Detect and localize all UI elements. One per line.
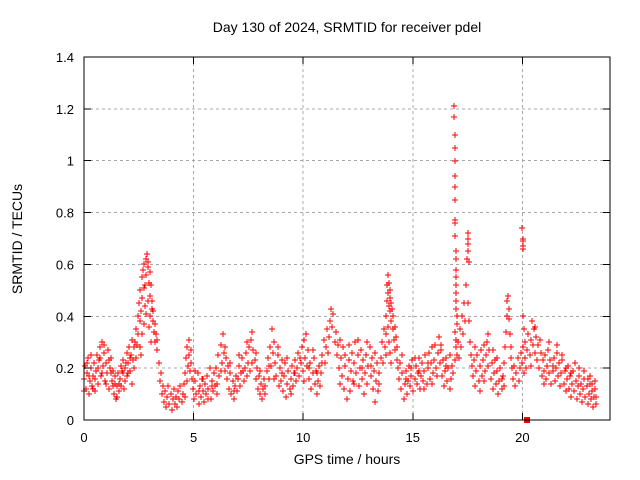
tick-labels: 0 5 10 15 20 0 0.2 0.4 0.6 0.8 1 1.2 1.4: [56, 50, 530, 445]
x-tick-label: 15: [406, 430, 420, 445]
plot-border: [83, 56, 611, 421]
plot-frame: [83, 56, 611, 421]
x-tick-label: 20: [515, 430, 529, 445]
y-tick-label: 1.2: [56, 102, 74, 117]
y-axis-label: SRMTID / TECUs: [9, 184, 25, 294]
series-SRMTID-points: [81, 103, 599, 413]
y-tick-label: 0.4: [56, 309, 74, 324]
y-tick-label: 1.4: [56, 50, 74, 65]
x-tick-label: 10: [296, 430, 310, 445]
y-tick-label: 1: [67, 154, 74, 169]
x-tick-label: 0: [80, 430, 87, 445]
x-axis-label: GPS time / hours: [294, 451, 401, 467]
chart-title: Day 130 of 2024, SRMTID for receiver pde…: [213, 19, 481, 35]
y-tick-label: 0: [67, 413, 74, 428]
axis-ticks: [83, 56, 610, 421]
x-tick-label: 5: [190, 430, 197, 445]
y-tick-label: 0.2: [56, 361, 74, 376]
y-tick-label: 0.8: [56, 206, 74, 221]
scatter-points: [81, 103, 599, 423]
y-tick-label: 0.6: [56, 257, 74, 272]
